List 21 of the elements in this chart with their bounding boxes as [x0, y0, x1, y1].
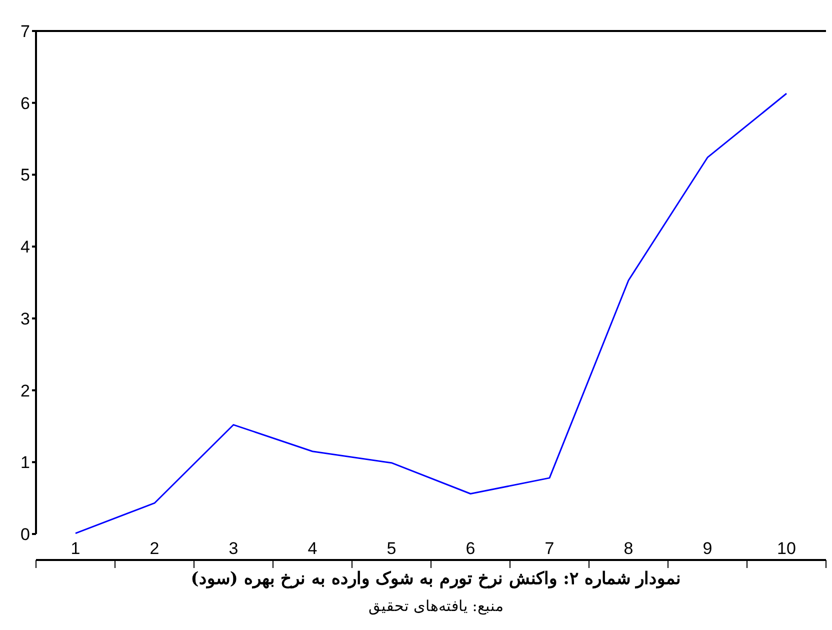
x-tick-label: 7 [544, 539, 554, 558]
line-series [74, 92, 788, 534]
x-tick-label: 9 [702, 539, 712, 558]
y-tick-label: 2 [20, 381, 30, 400]
y-tick-label: 1 [20, 453, 30, 472]
y-tick-label: 3 [20, 309, 30, 328]
x-tick-label: 10 [777, 539, 796, 558]
x-tick-label: 4 [308, 539, 318, 558]
y-tick-label: 7 [20, 22, 30, 42]
x-tick-label: 3 [228, 539, 238, 558]
x-tick-label: 2 [150, 539, 160, 558]
y-tick-label: 5 [20, 166, 30, 185]
x-tick-label: 8 [624, 539, 634, 558]
y-tick-label: 6 [20, 94, 30, 113]
x-tick-label: 6 [466, 539, 476, 558]
x-tick-label: 5 [386, 539, 396, 558]
text: منبع: یافته‌های تحقیق [368, 597, 504, 615]
text: نمودار شماره ۲: واکنش نرخ تورم به شوک وارده به نرخ بهره (سود) [190, 568, 682, 589]
y-tick-label: 4 [20, 238, 30, 257]
y-tick-label: 0 [20, 525, 30, 544]
x-tick-label: 1 [70, 539, 80, 558]
